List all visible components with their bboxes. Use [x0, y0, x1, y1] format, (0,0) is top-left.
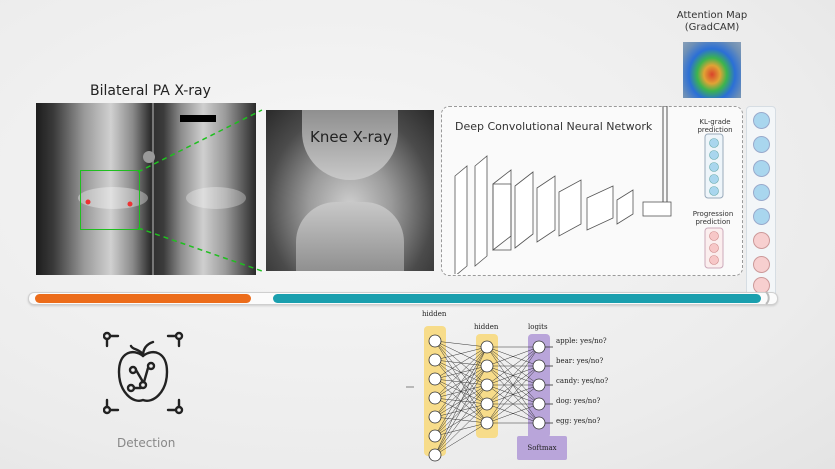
hidden-2-node	[480, 359, 494, 373]
edge	[434, 346, 488, 418]
edge	[434, 346, 488, 399]
edge	[434, 340, 488, 348]
edge	[486, 346, 540, 405]
edge	[486, 346, 540, 386]
xray-marker-bar	[180, 115, 216, 122]
output-label: apple: yes/no?	[556, 337, 607, 345]
edge	[434, 384, 488, 456]
attention-title-line2: (GradCAM)	[684, 22, 740, 33]
output-label: dog: yes/no?	[556, 397, 601, 405]
output-labels: apple: yes/no? bear: yes/no? candy: yes/…	[556, 337, 608, 437]
logit-node	[532, 397, 546, 411]
edge	[434, 365, 488, 456]
edge	[434, 422, 488, 456]
layer-label-logits: logits	[528, 323, 548, 331]
hidden-1-node	[428, 334, 442, 348]
output-node	[753, 184, 770, 201]
scroll-end-cap	[765, 291, 770, 305]
edge	[434, 346, 488, 437]
apple-detection-icon	[103, 331, 184, 415]
logit-node	[532, 359, 546, 373]
edge	[434, 403, 488, 456]
attention-title-line1: Attention Map	[676, 10, 748, 21]
logit-node	[532, 340, 546, 354]
gradcam-heatmap	[683, 42, 741, 98]
hidden-1-node	[428, 353, 442, 367]
edge	[434, 346, 488, 456]
tibia-shape	[296, 202, 404, 271]
xray-ruler	[152, 103, 154, 275]
edge	[434, 346, 488, 361]
edge	[486, 403, 540, 424]
output-label: candy: yes/no?	[556, 377, 609, 385]
softmax-connector	[528, 428, 538, 438]
softmax-box: Softmax	[517, 436, 567, 460]
hidden-1-node	[428, 391, 442, 405]
knee-xray-label: Knee X-ray	[310, 128, 392, 146]
logit-node	[532, 378, 546, 392]
output-label: egg: yes/no?	[556, 417, 601, 425]
hidden-2-node	[480, 397, 494, 411]
edge	[486, 346, 540, 367]
neural-network-diagram	[406, 326, 553, 462]
progress-segment-orange	[35, 294, 251, 303]
hidden-2-node	[480, 416, 494, 430]
layer-label-hidden-2: hidden	[474, 323, 499, 331]
knee-xray-panel: Knee X-ray	[266, 110, 434, 271]
output-node	[753, 256, 770, 273]
output-node	[753, 232, 770, 249]
output-node	[753, 208, 770, 225]
hidden-1-node	[428, 448, 442, 462]
hidden-1-node	[428, 410, 442, 424]
edge	[486, 365, 540, 424]
hidden-1-node	[428, 429, 442, 443]
hidden-1-node	[428, 372, 442, 386]
hidden-2-node	[480, 378, 494, 392]
output-node	[753, 136, 770, 153]
xray-marker-dot	[143, 151, 155, 163]
cnn-layers-diagram	[454, 106, 724, 274]
progression-label: Progression prediction	[692, 210, 734, 226]
softmax-label: Softmax	[527, 444, 557, 452]
edge	[486, 384, 540, 424]
output-node	[753, 112, 770, 129]
output-strip	[746, 106, 776, 298]
hidden-2-node	[480, 340, 494, 354]
output-node	[753, 160, 770, 177]
cnn-title: Deep Convolutional Neural Network	[455, 120, 653, 133]
right-knee-joint	[186, 187, 246, 209]
kl-grade-label: KL-grade prediction	[697, 118, 733, 134]
attention-map-title: Attention Map (GradCAM)	[672, 10, 752, 34]
detection-label: Detection	[117, 436, 176, 450]
edge	[434, 346, 488, 380]
logit-node	[532, 416, 546, 430]
bilateral-xray-title: Bilateral PA X-ray	[90, 83, 211, 99]
layer-label-hidden-1: hidden	[422, 310, 447, 318]
knee-selection-box	[80, 170, 140, 230]
edge	[486, 346, 540, 424]
output-label: bear: yes/no?	[556, 357, 604, 365]
progress-segment-teal	[273, 294, 761, 303]
cnn-panel	[441, 106, 743, 276]
